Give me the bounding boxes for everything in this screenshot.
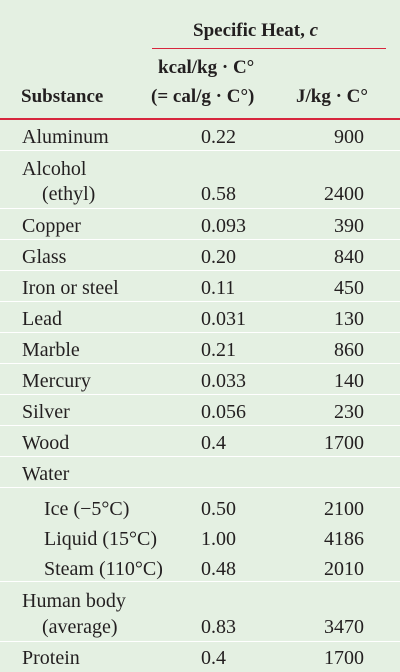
joule-value: 1700 (324, 432, 364, 454)
substance-name: Aluminum (22, 126, 109, 148)
joule-value: 140 (334, 370, 364, 392)
substance-name: Lead (22, 308, 62, 330)
table-row: Marble 0.21 860 (0, 333, 400, 364)
kcal-value: 0.50 (201, 498, 236, 520)
col-kcal-header-line2: (= cal/g · C°) (151, 86, 255, 107)
table-row: Lead 0.031 130 (0, 302, 400, 333)
col-kcal-header-line1: kcal/kg · C° (158, 57, 255, 78)
col-substance-header: Substance (21, 86, 104, 107)
row-separator (0, 301, 400, 302)
substance-group-name: Water (22, 463, 70, 485)
water-subrows: Ice (−5°C) 0.50 2100 Liquid (15°C) 1.00 … (0, 488, 400, 582)
table-row: Protein 0.4 1700 (0, 642, 400, 672)
kcal-value: 0.056 (201, 401, 246, 423)
col-joule-header: J/kg · C° (296, 86, 369, 107)
substance-name: Silver (22, 401, 70, 423)
row-separator (0, 363, 400, 364)
joule-value: 860 (334, 339, 364, 361)
joule-value: 130 (334, 308, 364, 330)
kcal-value: 0.11 (201, 277, 236, 299)
substance-name: Ice (−5°C) (44, 498, 130, 520)
kcal-value: 0.21 (201, 339, 236, 361)
joule-value: 3470 (324, 616, 364, 638)
joule-value: 390 (334, 215, 364, 237)
substance-name: Mercury (22, 370, 91, 392)
kcal-value: 0.20 (201, 246, 236, 268)
kcal-value: 0.033 (201, 370, 246, 392)
table-header: Specific Heat, c kcal/kg · C° (= cal/g ·… (0, 0, 400, 118)
substance-name: Glass (22, 246, 67, 268)
substance-name: Copper (22, 215, 81, 237)
row-separator (0, 208, 400, 209)
substance-name: Steam (110°C) (44, 558, 163, 580)
joule-value: 2400 (324, 183, 364, 205)
kcal-value: 0.22 (201, 126, 236, 148)
table-row: Wood 0.4 1700 (0, 426, 400, 457)
kcal-value: 0.83 (201, 616, 236, 638)
row-separator (0, 581, 400, 582)
joule-value: 2100 (324, 498, 364, 520)
joule-value: 1700 (324, 647, 364, 669)
row-separator (0, 332, 400, 333)
substance-name: Iron or steel (22, 277, 119, 299)
joule-value: 840 (334, 246, 364, 268)
table-row: Iron or steel 0.11 450 (0, 271, 400, 302)
table-row: Alcohol (ethyl) 0.58 2400 (0, 151, 400, 209)
substance-name-line2: (average) (42, 616, 118, 638)
kcal-value: 0.093 (201, 215, 246, 237)
table-row: Human body (average) 0.83 3470 (0, 582, 400, 642)
row-separator (0, 641, 400, 642)
row-separator (0, 425, 400, 426)
table-row: Copper 0.093 390 (0, 209, 400, 240)
joule-value: 450 (334, 277, 364, 299)
joule-value: 900 (334, 126, 364, 148)
substance-name-line2: (ethyl) (42, 183, 96, 205)
joule-value: 4186 (324, 528, 364, 550)
row-separator (0, 487, 400, 488)
kcal-value: 0.48 (201, 558, 236, 580)
row-separator (0, 456, 400, 457)
substance-name: Human body (22, 590, 126, 612)
table-row: Aluminum 0.22 900 (0, 120, 400, 151)
table-row-group: Water (0, 457, 400, 488)
row-separator (0, 239, 400, 240)
kcal-value: 0.58 (201, 183, 236, 205)
kcal-value: 0.031 (201, 308, 246, 330)
substance-name: Marble (22, 339, 80, 361)
joule-value: 230 (334, 401, 364, 423)
table-row: Mercury 0.033 140 (0, 364, 400, 395)
joule-value: 2010 (324, 558, 364, 580)
kcal-value: 0.4 (201, 432, 226, 454)
kcal-value: 1.00 (201, 528, 236, 550)
row-separator (0, 394, 400, 395)
group-rule (152, 48, 386, 49)
group-title: Specific Heat, c (193, 20, 319, 41)
table-row: Silver 0.056 230 (0, 395, 400, 426)
row-separator (0, 270, 400, 271)
substance-name: Protein (22, 647, 80, 669)
header-rule (0, 118, 400, 120)
kcal-value: 0.4 (201, 647, 226, 669)
substance-name: Alcohol (22, 158, 87, 180)
substance-name: Wood (22, 432, 70, 454)
row-separator (0, 150, 400, 151)
substance-name: Liquid (15°C) (44, 528, 157, 550)
table-row: Glass 0.20 840 (0, 240, 400, 271)
